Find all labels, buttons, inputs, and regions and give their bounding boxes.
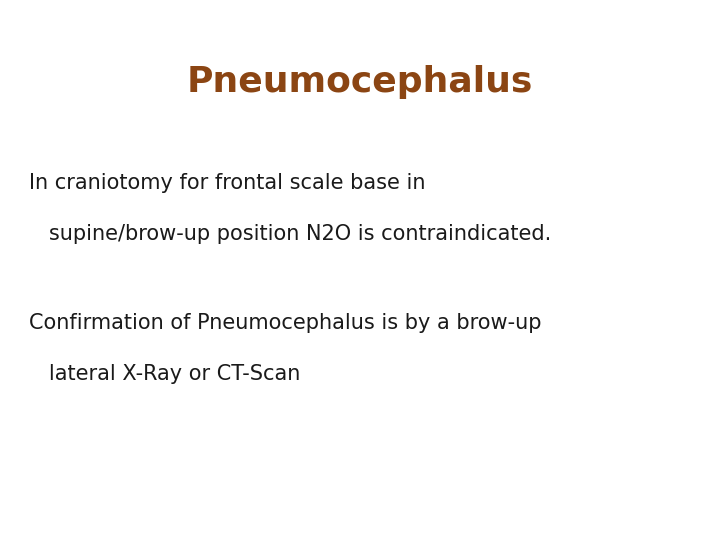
Text: Pneumocephalus: Pneumocephalus [186, 65, 534, 99]
Text: lateral X-Ray or CT-Scan: lateral X-Ray or CT-Scan [29, 364, 300, 384]
Text: Confirmation of Pneumocephalus is by a brow-up: Confirmation of Pneumocephalus is by a b… [29, 313, 541, 333]
Text: In craniotomy for frontal scale base in: In craniotomy for frontal scale base in [29, 173, 426, 193]
Text: supine/brow-up position N2O is contraindicated.: supine/brow-up position N2O is contraind… [29, 224, 551, 244]
